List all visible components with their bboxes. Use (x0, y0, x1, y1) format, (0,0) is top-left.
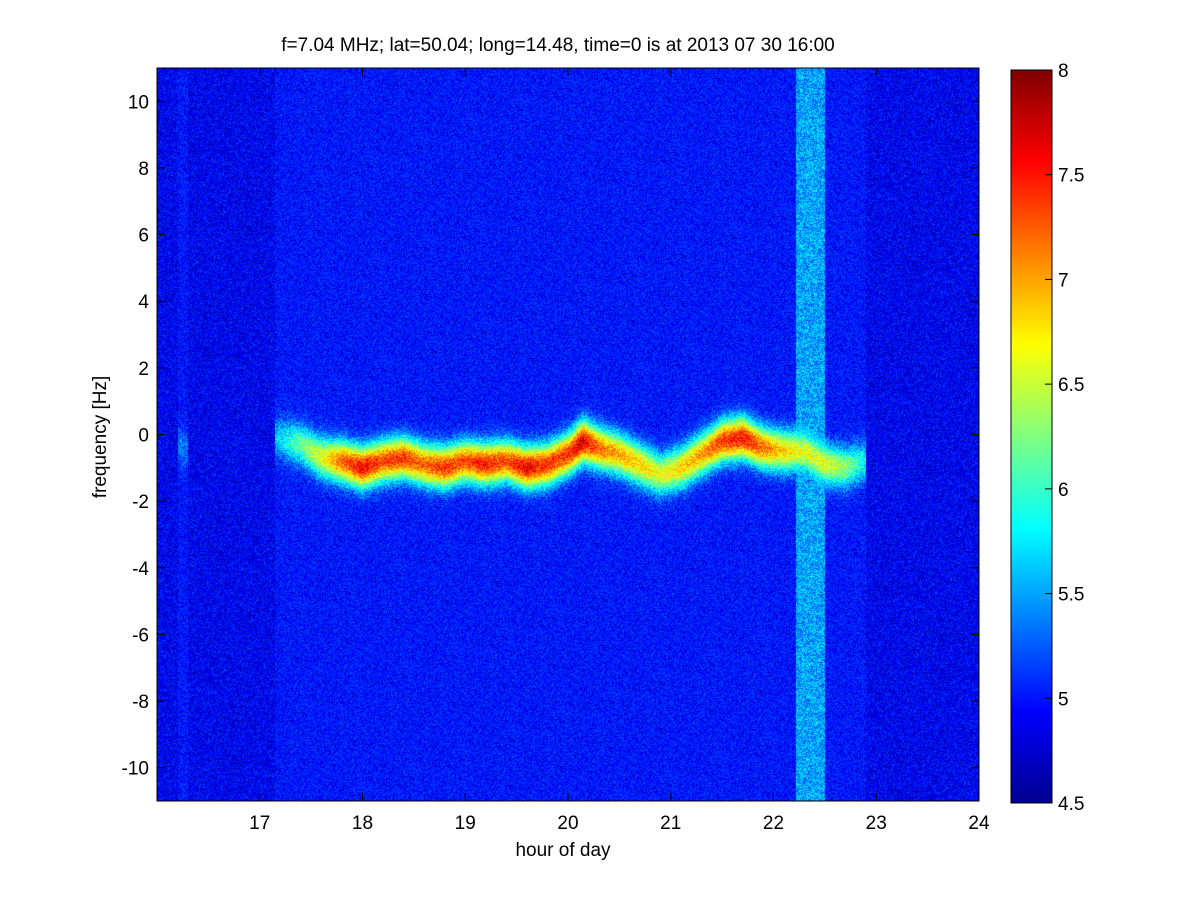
chart-title: f=7.04 MHz; lat=50.04; long=14.48, time=… (281, 35, 835, 56)
y-tick-label: -10 (122, 759, 149, 780)
y-tick-label: -2 (132, 492, 149, 513)
spectrogram-plot-area (156, 67, 980, 802)
x-tick-label: 20 (557, 813, 578, 834)
x-tick-label: 19 (455, 813, 476, 834)
x-tick-label: 24 (968, 813, 990, 834)
x-tick-label: 18 (352, 813, 373, 834)
colorbar-tick-label: 8 (1058, 61, 1069, 82)
colorbar-tick-label: 6 (1058, 480, 1069, 501)
colorbar-tick-label: 4.5 (1058, 794, 1084, 815)
colorbar-ticks: 4.5 5 5.5 6 6.5 7 7.5 8 (1045, 61, 1084, 815)
y-tick-label: 2 (138, 359, 149, 380)
colorbar-tick-label: 5.5 (1058, 585, 1084, 606)
colorbar-tick-label: 5 (1058, 689, 1069, 710)
y-tick-label: -8 (132, 692, 149, 713)
colorbar-tick-label: 7.5 (1058, 166, 1084, 187)
y-tick-label: 6 (138, 226, 149, 247)
colorbar: 4.5 5 5.5 6 6.5 7 7.5 8 (1010, 61, 1084, 815)
y-tick-label: -6 (132, 625, 149, 646)
x-tick-label: 23 (866, 813, 887, 834)
x-axis: 17 18 19 20 21 22 23 24 (249, 68, 990, 834)
spectrogram-heatmap (157, 68, 979, 801)
x-tick-label: 17 (249, 813, 270, 834)
colorbar-gradient (1010, 69, 1053, 804)
x-tick-label: 21 (660, 813, 681, 834)
x-tick-label: 22 (763, 813, 784, 834)
colorbar-tick-label: 7 (1058, 270, 1069, 291)
y-axis-label: frequency [Hz] (90, 376, 111, 499)
y-axis: -10 -8 -6 -4 -2 0 2 4 6 8 10 (122, 92, 979, 780)
y-tick-label: 8 (138, 159, 149, 180)
colorbar-tick-label: 6.5 (1058, 375, 1084, 396)
y-tick-label: 0 (138, 426, 149, 447)
x-axis-label: hour of day (515, 840, 611, 861)
y-tick-label: -4 (132, 559, 149, 580)
y-tick-label: 4 (138, 292, 149, 313)
y-tick-label: 10 (128, 92, 149, 113)
